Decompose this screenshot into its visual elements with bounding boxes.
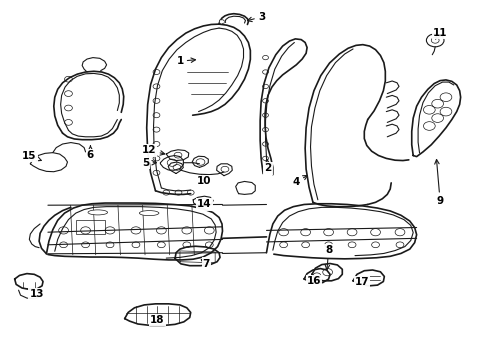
Text: 13: 13	[29, 288, 44, 300]
Text: 7: 7	[201, 258, 210, 269]
Text: 5: 5	[142, 158, 156, 168]
Text: 12: 12	[142, 145, 164, 156]
Text: 14: 14	[197, 199, 211, 210]
Text: 11: 11	[432, 28, 447, 39]
Text: 8: 8	[325, 245, 331, 270]
Ellipse shape	[139, 211, 159, 216]
Bar	[76, 220, 105, 234]
Text: 17: 17	[354, 277, 368, 287]
Text: 1: 1	[176, 56, 195, 66]
Text: 2: 2	[264, 159, 271, 174]
Text: 4: 4	[292, 175, 307, 187]
Text: 10: 10	[197, 175, 211, 186]
Text: 6: 6	[87, 146, 94, 160]
Text: 16: 16	[306, 276, 321, 286]
Text: 15: 15	[22, 150, 41, 161]
Text: 9: 9	[434, 159, 443, 206]
Ellipse shape	[88, 210, 107, 215]
Text: 18: 18	[150, 315, 164, 325]
Polygon shape	[219, 20, 225, 24]
Text: 3: 3	[247, 12, 264, 22]
